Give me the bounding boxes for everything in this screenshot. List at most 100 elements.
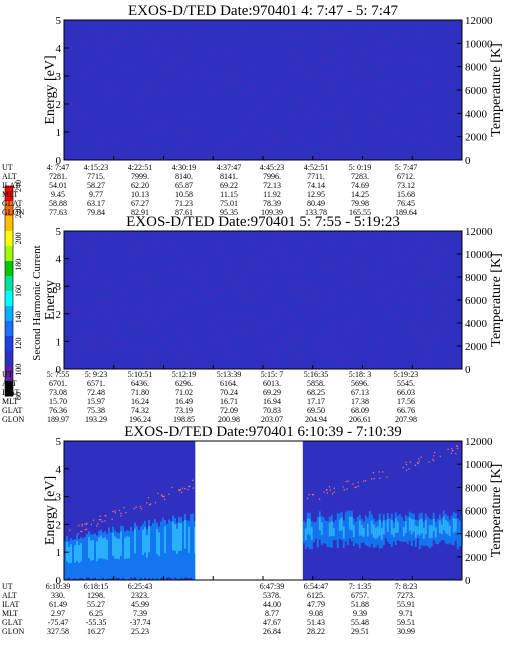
band-core (414, 525, 417, 539)
speckle (225, 85, 227, 87)
speckle (67, 306, 69, 308)
speckle (251, 259, 253, 261)
y-axis-label: Energy [eV] (43, 476, 58, 545)
temp-point (378, 471, 380, 473)
speckle (164, 337, 167, 339)
band-column (154, 519, 156, 580)
speckle (349, 281, 352, 283)
speckle (458, 88, 460, 90)
band-core (176, 528, 178, 554)
speckle (277, 318, 279, 320)
table-cell: 330. (51, 591, 65, 600)
table-cell: 73.08 (49, 388, 67, 397)
table-cell: 2323. (131, 591, 149, 600)
speckle (297, 336, 300, 338)
speckle (120, 343, 123, 345)
data-gap (195, 440, 303, 581)
colorbar-swatch (5, 351, 13, 367)
band-core (362, 527, 365, 537)
row-label: ILAT (2, 388, 19, 397)
speckle (379, 130, 381, 132)
speckle (76, 112, 79, 114)
speckle (251, 318, 254, 321)
band-column (122, 526, 124, 579)
speckle (97, 308, 100, 311)
temp-point (418, 458, 420, 460)
temp-point (184, 487, 186, 490)
speckle (305, 73, 307, 76)
band-column (436, 518, 439, 545)
table-cell: 204.94 (305, 415, 327, 424)
speckle (280, 262, 282, 264)
speckle (98, 53, 101, 55)
speckle (252, 114, 255, 116)
speckle (401, 88, 404, 90)
speckle (177, 56, 180, 58)
speckle (93, 336, 95, 339)
band-column (160, 521, 162, 579)
speckle (171, 265, 174, 268)
speckle (237, 280, 240, 282)
table-cell: 74.32 (131, 406, 149, 415)
speckle (213, 89, 215, 91)
speckle (330, 139, 333, 141)
speckle (330, 87, 332, 89)
speckle (452, 317, 455, 319)
speckle (416, 314, 418, 316)
speckle (422, 104, 425, 106)
speckle (329, 148, 331, 150)
speckle (180, 151, 183, 153)
speckle (172, 300, 175, 302)
speckle (258, 236, 261, 238)
speckle (91, 249, 94, 251)
speckle (67, 64, 70, 66)
speckle (64, 295, 67, 297)
table-cell: 5858. (307, 379, 325, 388)
table-cell: 9.71 (399, 609, 413, 618)
band-core (442, 516, 445, 530)
speckle (447, 116, 450, 118)
y2-axis-label: Temperature [K] (489, 253, 504, 346)
band-column (82, 538, 84, 579)
speckle (337, 75, 340, 77)
speckle (141, 278, 144, 280)
band-core (408, 517, 411, 531)
speckle (328, 88, 330, 90)
speckle (177, 92, 180, 94)
speckle (419, 330, 422, 333)
speckle (115, 88, 117, 90)
band-column (140, 526, 142, 578)
table-cell: 63.17 (87, 199, 105, 208)
speckle (207, 296, 210, 298)
band-core (422, 527, 425, 539)
table-cell: 6296. (175, 379, 193, 388)
speckle (375, 127, 378, 129)
speckle (171, 309, 174, 312)
speckle (210, 294, 213, 296)
speckle (375, 238, 377, 240)
row-label: MLT (2, 397, 18, 406)
speckle (333, 264, 336, 267)
band-column (398, 514, 401, 542)
table-cell: 207.98 (395, 415, 417, 424)
speckle (424, 355, 427, 357)
row-label: MLT (2, 609, 18, 618)
colorbar-swatch (5, 276, 13, 292)
speckle (281, 268, 283, 270)
speckle (229, 50, 232, 52)
row-label: GLON (2, 208, 24, 217)
table-cell: 196.24 (129, 415, 151, 424)
speckle (145, 284, 148, 286)
speckle (240, 27, 242, 29)
speckle (173, 345, 175, 348)
speckle (356, 66, 359, 68)
temp-point (342, 486, 344, 488)
speckle (247, 70, 249, 72)
table-cell: 82.91 (131, 208, 149, 217)
speckle (244, 331, 247, 334)
speckle (436, 252, 439, 254)
table-cell: 327.58 (47, 627, 69, 636)
row-label: GLAT (2, 406, 23, 415)
speckle (231, 78, 234, 81)
speckle (313, 155, 315, 157)
